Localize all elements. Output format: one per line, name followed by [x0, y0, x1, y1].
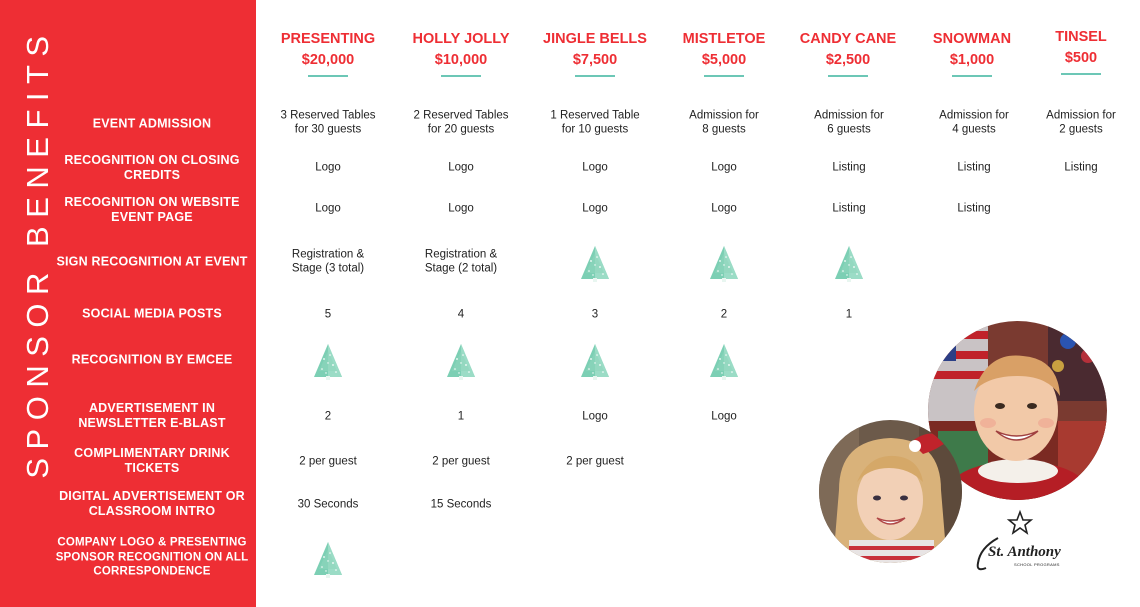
tier-underline: [704, 75, 744, 77]
cell-website: Listing: [957, 202, 991, 215]
cell-newsletter: 1: [457, 410, 465, 423]
cell-closing-credits: Listing: [832, 161, 866, 174]
cell-closing-credits: Logo: [582, 161, 608, 174]
cell-admission: 1 Reserved Table for 10 guests: [550, 109, 640, 136]
cell-social-media: 3: [591, 308, 599, 321]
cell-drink-tickets: 2 per guest: [566, 455, 624, 468]
tier-name: TINSEL: [1055, 29, 1107, 45]
cell-newsletter: Logo: [582, 410, 608, 423]
cell-closing-credits: Logo: [711, 161, 737, 174]
christmas-tree-icon: [313, 343, 343, 381]
cell-sign: Registration & Stage (2 total): [424, 248, 498, 275]
cell-digital-ad: 30 Seconds: [297, 498, 359, 511]
cell-admission: Admission for 6 guests: [814, 109, 884, 136]
tier-underline: [441, 75, 481, 77]
child-photo-girl: [819, 420, 962, 563]
cell-website: Listing: [832, 202, 866, 215]
cell-closing-credits: Listing: [957, 161, 991, 174]
cell-newsletter: 2: [324, 410, 332, 423]
christmas-tree-icon: [580, 245, 610, 283]
cell-digital-ad: 15 Seconds: [430, 498, 492, 511]
christmas-tree-icon: [580, 343, 610, 381]
christmas-tree-icon: [446, 343, 476, 381]
cell-drink-tickets: 2 per guest: [299, 455, 357, 468]
row-label-social-media: SOCIAL MEDIA POSTS: [82, 306, 222, 321]
cell-admission: Admission for 2 guests: [1046, 109, 1116, 136]
cell-sign: Registration & Stage (3 total): [291, 248, 365, 275]
sidebar-band: SPONSOR BENEFITS EVENT ADMISSION RECOGNI…: [0, 0, 256, 607]
tier-price: $10,000: [434, 52, 488, 68]
tier-underline: [1061, 73, 1101, 75]
tier-price: $500: [1064, 50, 1098, 66]
cell-social-media: 2: [720, 308, 728, 321]
tier-price: $20,000: [301, 52, 355, 68]
tier-underline: [828, 75, 868, 77]
row-label-website: RECOGNITION ON WEBSITE EVENT PAGE: [64, 195, 240, 224]
row-label-drink-tickets: COMPLIMENTARY DRINK TICKETS: [74, 446, 230, 475]
cell-admission: Admission for 8 guests: [689, 109, 759, 136]
tier-name: HOLLY JOLLY: [412, 31, 510, 47]
logo-subtext: SCHOOL PROGRAMS: [1014, 562, 1060, 567]
christmas-tree-icon: [834, 245, 864, 283]
cell-closing-credits: Logo: [448, 161, 474, 174]
tier-underline: [308, 75, 348, 77]
row-label-newsletter: ADVERTISEMENT IN NEWSLETTER E-BLAST: [78, 401, 226, 430]
cell-website: Logo: [448, 202, 474, 215]
tier-name: SNOWMAN: [932, 31, 1012, 47]
christmas-tree-icon: [709, 343, 739, 381]
cell-website: Logo: [582, 202, 608, 215]
cell-social-media: 5: [324, 308, 332, 321]
cell-social-media: 1: [845, 308, 853, 321]
row-label-digital-ad: DIGITAL ADVERTISEMENT OR CLASSROOM INTRO: [59, 489, 245, 518]
tier-price: $5,000: [701, 52, 747, 68]
logo-wordmark: St. Anthony: [988, 544, 1061, 560]
row-label-closing-credits: RECOGNITION ON CLOSING CREDITS: [64, 153, 240, 182]
cell-admission: 2 Reserved Tables for 20 guests: [413, 109, 509, 136]
tier-price: $2,500: [825, 52, 871, 68]
row-label-company-logo: COMPANY LOGO & PRESENTING SPONSOR RECOGN…: [55, 536, 249, 578]
cell-closing-credits: Logo: [315, 161, 341, 174]
cell-website: Logo: [315, 202, 341, 215]
tier-underline: [575, 75, 615, 77]
cell-admission: Admission for 4 guests: [939, 109, 1009, 136]
row-label-emcee: RECOGNITION BY EMCEE: [71, 352, 233, 367]
tier-name: PRESENTING: [280, 31, 376, 47]
tier-price: $1,000: [949, 52, 995, 68]
christmas-tree-icon: [709, 245, 739, 283]
tier-name: CANDY CANE: [799, 31, 897, 47]
tier-price: $7,500: [572, 52, 618, 68]
row-label-sign: SIGN RECOGNITION AT EVENT: [56, 254, 248, 269]
cell-newsletter: Logo: [711, 410, 737, 423]
tier-underline: [952, 75, 992, 77]
cell-drink-tickets: 2 per guest: [432, 455, 490, 468]
row-label-event-admission: EVENT ADMISSION: [92, 116, 212, 131]
christmas-tree-icon: [313, 541, 343, 579]
cell-social-media: 4: [457, 308, 465, 321]
cell-admission: 3 Reserved Tables for 30 guests: [280, 109, 376, 136]
tier-name: MISTLETOE: [682, 31, 766, 47]
tier-name: JINGLE BELLS: [543, 31, 647, 47]
cell-closing-credits: Listing: [1064, 161, 1098, 174]
cell-website: Logo: [711, 202, 737, 215]
page-title: SPONSOR BENEFITS: [20, 27, 55, 479]
st-anthony-logo: St. Anthony SCHOOL PROGRAMS: [976, 509, 1061, 571]
